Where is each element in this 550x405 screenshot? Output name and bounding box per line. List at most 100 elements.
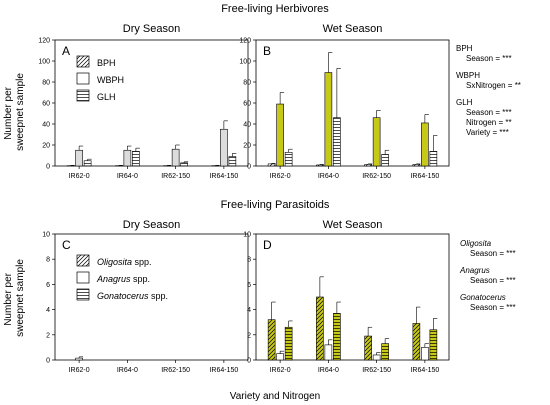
x-tick-label: IR64-0 bbox=[117, 173, 138, 180]
row-title-herbivores: Free-living Herbivores bbox=[221, 3, 329, 15]
x-tick-label: IR62-0 bbox=[270, 367, 291, 374]
bar bbox=[171, 148, 180, 167]
y-tick-label: 0 bbox=[247, 358, 251, 365]
bar bbox=[220, 128, 228, 167]
stat-line: Season = *** bbox=[470, 303, 516, 312]
bar bbox=[83, 160, 92, 167]
plot-frame bbox=[255, 233, 450, 361]
x-axis-label: Variety and Nitrogen bbox=[230, 391, 320, 402]
y-tick-label: 80 bbox=[243, 80, 251, 87]
y-tick-label: 0 bbox=[46, 164, 50, 171]
bar bbox=[75, 149, 83, 167]
legend-swatch bbox=[76, 288, 90, 301]
bar bbox=[412, 323, 421, 361]
bar bbox=[333, 117, 341, 167]
y-tick-label: 80 bbox=[42, 80, 50, 87]
legend-swatch bbox=[76, 254, 90, 267]
panel-letter: B bbox=[263, 44, 271, 58]
x-tick-label: IR64-150 bbox=[209, 173, 238, 180]
y-tick-label: 10 bbox=[42, 232, 50, 239]
y-tick-label: 8 bbox=[247, 257, 251, 264]
bar bbox=[75, 357, 83, 361]
bar bbox=[123, 149, 132, 167]
bar bbox=[372, 117, 381, 167]
x-tick-label: IR64-0 bbox=[318, 367, 339, 374]
legend-label: Oligosita spp. bbox=[97, 257, 152, 267]
y-tick-label: 4 bbox=[247, 307, 251, 314]
y-tick-label: 8 bbox=[46, 257, 50, 264]
bar bbox=[316, 164, 324, 167]
bar bbox=[412, 164, 421, 167]
y-axis-label-bottom-line1: Number per bbox=[3, 272, 14, 325]
y-tick-label: 40 bbox=[243, 122, 251, 129]
bar bbox=[421, 347, 429, 361]
bar bbox=[429, 151, 438, 167]
bar bbox=[228, 156, 237, 167]
panel-title: Wet Season bbox=[323, 219, 383, 231]
legend-label: GLH bbox=[97, 92, 116, 102]
y-tick-label: 40 bbox=[42, 122, 50, 129]
panel-a: Dry Season A 0 20 40 60 80 100 120 IR62-0 IR64-0 IR… bbox=[38, 23, 249, 180]
bar bbox=[429, 329, 438, 361]
stat-line: Season = *** bbox=[470, 249, 516, 258]
x-tick-label: IR64-150 bbox=[209, 367, 238, 374]
stat-group: GLH bbox=[456, 98, 473, 107]
legend-swatch bbox=[76, 271, 90, 284]
bar bbox=[284, 152, 293, 167]
row-title-parasitoids: Free-living Parasitoids bbox=[221, 199, 330, 211]
stat-line: SxNitrogen = ** bbox=[466, 81, 521, 90]
y-tick-label: 0 bbox=[247, 164, 251, 171]
legend-label: Anagrus spp. bbox=[96, 274, 150, 284]
bar bbox=[180, 162, 188, 167]
bar bbox=[381, 154, 389, 167]
legend-swatch bbox=[76, 55, 90, 68]
plot-frame bbox=[255, 39, 450, 167]
x-tick-label: IR62-150 bbox=[161, 173, 190, 180]
stat-group: WBPH bbox=[456, 71, 480, 80]
x-tick-label: IR62-150 bbox=[362, 367, 391, 374]
y-tick-label: 120 bbox=[239, 38, 251, 45]
legend-label: WBPH bbox=[97, 75, 124, 85]
plot-frame bbox=[54, 233, 249, 361]
panel-letter: A bbox=[62, 44, 70, 58]
y-axis-label-top: Number per sweepnet sample bbox=[3, 73, 26, 151]
panel-letter: D bbox=[263, 238, 272, 252]
legend-swatch bbox=[76, 72, 90, 85]
bar bbox=[284, 326, 293, 361]
legend-label: BPH bbox=[97, 58, 116, 68]
bar bbox=[421, 122, 429, 167]
y-tick-label: 120 bbox=[38, 38, 50, 45]
y-tick-label: 100 bbox=[38, 59, 50, 66]
y-tick-label: 100 bbox=[239, 59, 251, 66]
bar bbox=[381, 343, 389, 361]
bar bbox=[267, 163, 276, 167]
bar bbox=[276, 103, 284, 167]
bar bbox=[364, 164, 372, 167]
x-tick-label: IR62-0 bbox=[270, 173, 291, 180]
y-axis-label-top-line1: Number per bbox=[3, 86, 14, 139]
stat-group: BPH bbox=[456, 44, 473, 53]
bar bbox=[324, 72, 333, 167]
panel-b: Wet Season B 0 20 40 60 80 100 120 IR62-0 IR64-0 IR… bbox=[239, 23, 521, 180]
panel-d: Wet Season D 0 2 4 6 8 10 IR62-0 IR64-0 IR62-150 IR… bbox=[243, 219, 515, 374]
stat-group: Gonatocerus bbox=[460, 293, 506, 302]
bar bbox=[267, 319, 276, 361]
bar bbox=[276, 353, 284, 361]
x-tick-label: IR62-150 bbox=[362, 173, 391, 180]
stat-line: Season = *** bbox=[470, 276, 516, 285]
bar bbox=[333, 313, 341, 361]
bar bbox=[316, 296, 324, 361]
y-tick-label: 0 bbox=[46, 358, 50, 365]
y-tick-label: 20 bbox=[42, 143, 50, 150]
bar bbox=[364, 335, 372, 361]
y-tick-label: 60 bbox=[42, 101, 50, 108]
bar bbox=[324, 344, 333, 361]
legend-label: Gonatocerus spp. bbox=[97, 291, 168, 301]
y-tick-label: 6 bbox=[46, 282, 50, 289]
stat-line: Nitrogen = ** bbox=[466, 118, 512, 127]
y-tick-label: 6 bbox=[247, 282, 251, 289]
x-tick-label: IR62-150 bbox=[161, 367, 190, 374]
x-tick-label: IR64-150 bbox=[410, 173, 439, 180]
